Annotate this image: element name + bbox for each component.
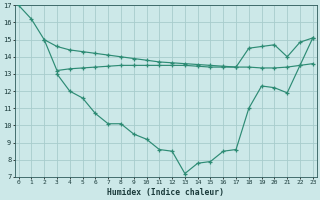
X-axis label: Humidex (Indice chaleur): Humidex (Indice chaleur): [107, 188, 224, 197]
